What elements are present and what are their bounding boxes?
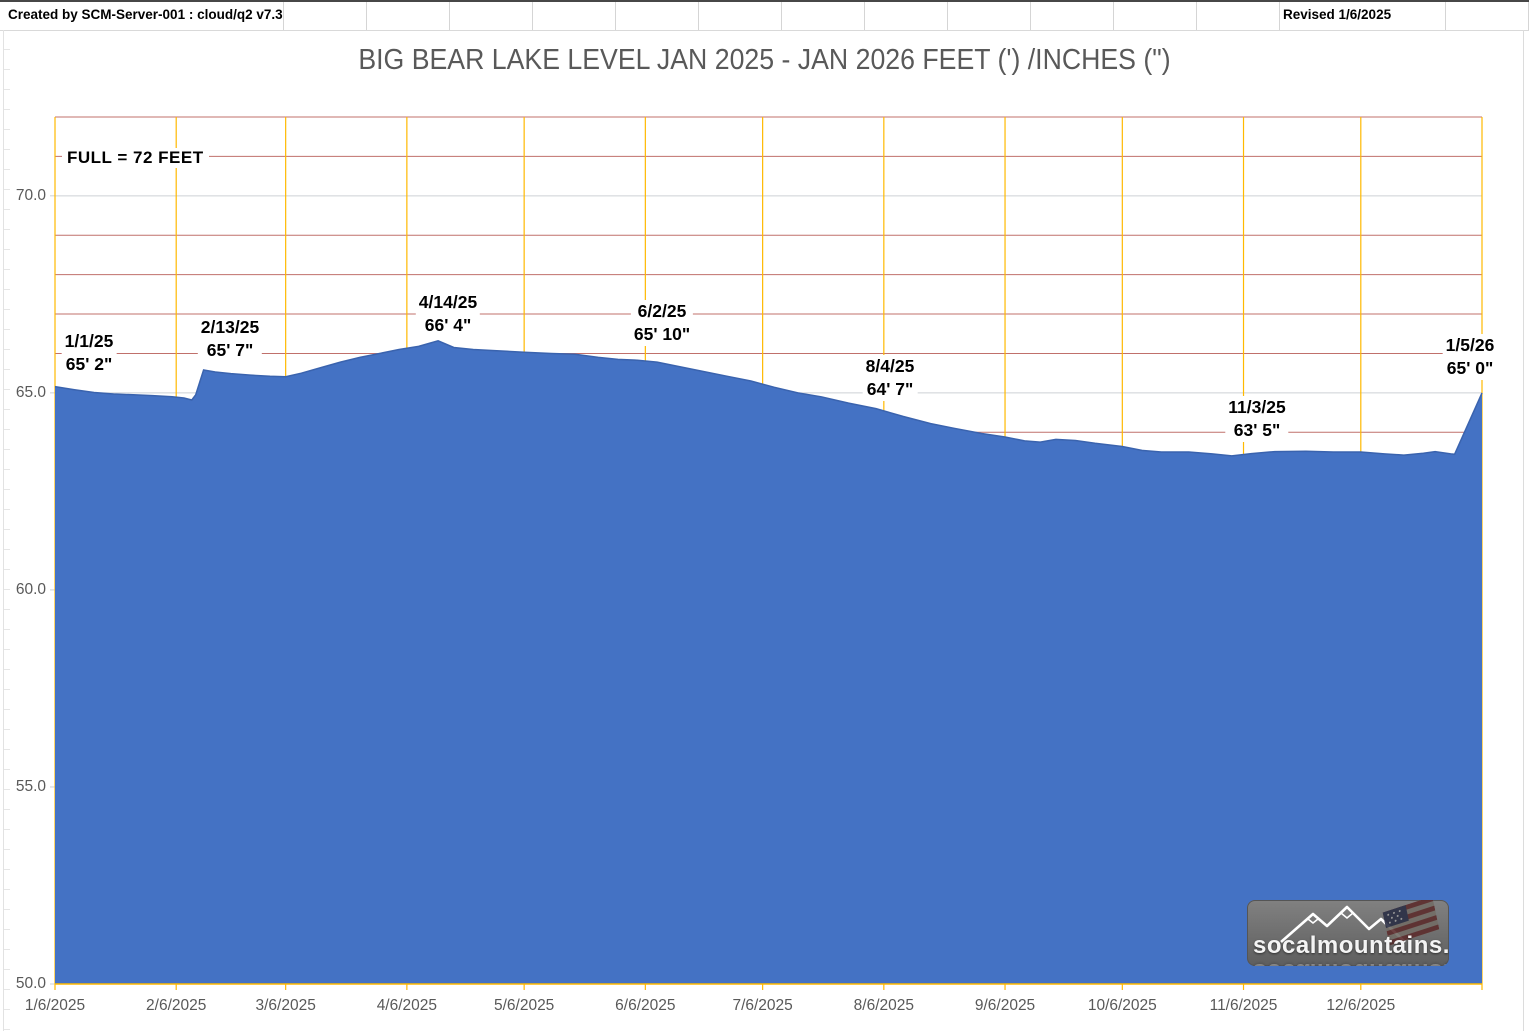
- socalmountains-logo[interactable]: socalmountains.com socalmountains.com: [1247, 900, 1449, 966]
- chart-plot: [0, 0, 1529, 1031]
- annotation-date: 6/2/25: [634, 300, 690, 323]
- annotation-level: 64' 7": [866, 378, 915, 401]
- point-annotation: 2/13/2565' 7": [198, 316, 262, 362]
- point-annotation: 1/5/2665' 0": [1443, 334, 1498, 380]
- x-tick-label: 11/6/2025: [1198, 997, 1290, 1015]
- y-tick-label: 65.0: [4, 384, 46, 402]
- annotation-level: 65' 7": [201, 339, 259, 362]
- annotation-date: 1/5/26: [1446, 334, 1495, 357]
- x-tick-label: 10/6/2025: [1076, 997, 1168, 1015]
- point-annotation: 11/3/2563' 5": [1225, 396, 1288, 442]
- y-tick-label: 60.0: [4, 581, 46, 599]
- annotation-level: 65' 10": [634, 323, 690, 346]
- y-tick-label: 50.0: [4, 975, 46, 993]
- annotation-level: 63' 5": [1228, 419, 1285, 442]
- x-tick-label: 9/6/2025: [959, 997, 1051, 1015]
- x-tick-label: 1/6/2025: [9, 997, 101, 1015]
- annotation-level: 65' 0": [1446, 357, 1495, 380]
- point-annotation: 4/14/2566' 4": [416, 291, 480, 337]
- annotation-level: 65' 2": [65, 353, 114, 376]
- x-tick-label: 7/6/2025: [717, 997, 809, 1015]
- annotation-date: 4/14/25: [419, 291, 477, 314]
- annotation-date: 8/4/25: [866, 355, 915, 378]
- x-tick-label: 12/6/2025: [1315, 997, 1407, 1015]
- x-tick-label: 5/6/2025: [478, 997, 570, 1015]
- x-tick-label: 2/6/2025: [130, 997, 222, 1015]
- logo-text-reflection: socalmountains.com: [1253, 957, 1449, 966]
- x-tick-label: 3/6/2025: [240, 997, 332, 1015]
- annotation-level: 66' 4": [419, 314, 477, 337]
- point-annotation: 6/2/2565' 10": [631, 300, 693, 346]
- y-tick-label: 70.0: [4, 187, 46, 205]
- annotation-date: 1/1/25: [65, 330, 114, 353]
- annotation-date: 2/13/25: [201, 316, 259, 339]
- y-tick-label: 55.0: [4, 778, 46, 796]
- x-tick-label: 6/6/2025: [599, 997, 691, 1015]
- logo-text: socalmountains.com: [1253, 932, 1449, 960]
- full-level-annotation: FULL = 72 FEET: [62, 148, 209, 168]
- point-annotation: 8/4/2564' 7": [863, 355, 918, 401]
- point-annotation: 1/1/2565' 2": [62, 330, 117, 376]
- x-tick-label: 8/6/2025: [838, 997, 930, 1015]
- x-tick-label: 4/6/2025: [361, 997, 453, 1015]
- annotation-date: 11/3/25: [1228, 396, 1285, 419]
